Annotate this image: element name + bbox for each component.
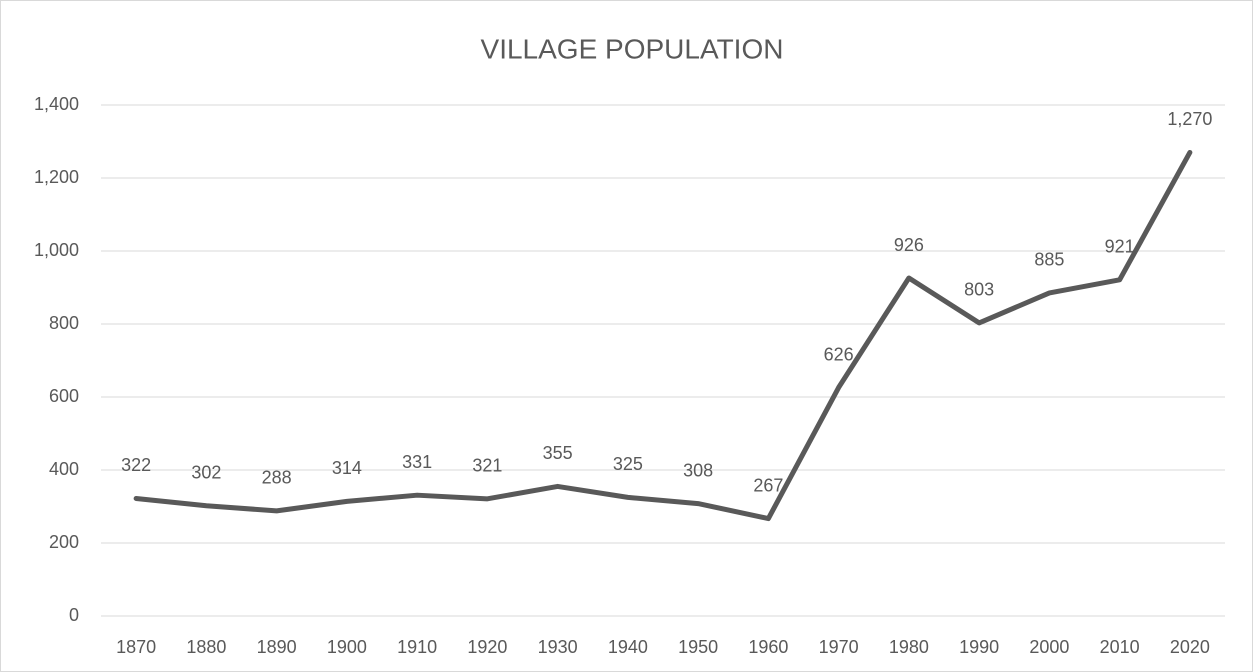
data-label: 803 bbox=[964, 280, 994, 300]
data-label: 626 bbox=[824, 344, 854, 364]
x-tick-label: 1940 bbox=[608, 637, 648, 657]
x-tick-label: 2020 bbox=[1170, 637, 1210, 657]
x-tick-label: 1900 bbox=[327, 637, 367, 657]
y-tick-label: 800 bbox=[49, 313, 79, 333]
data-label: 325 bbox=[613, 454, 643, 474]
data-label: 288 bbox=[262, 468, 292, 488]
data-label: 267 bbox=[753, 475, 783, 495]
x-tick-label: 1920 bbox=[467, 637, 507, 657]
y-tick-label: 400 bbox=[49, 459, 79, 479]
data-label: 321 bbox=[472, 456, 502, 476]
data-label: 921 bbox=[1105, 237, 1135, 257]
data-label: 355 bbox=[543, 443, 573, 463]
data-line bbox=[133, 149, 1193, 522]
x-tick-label: 1880 bbox=[186, 637, 226, 657]
data-label: 885 bbox=[1034, 250, 1064, 270]
x-tick-label: 1910 bbox=[397, 637, 437, 657]
y-tick-label: 1,000 bbox=[34, 240, 79, 260]
x-tick-label: 2010 bbox=[1100, 637, 1140, 657]
data-label: 331 bbox=[402, 452, 432, 472]
x-tick-label: 1970 bbox=[819, 637, 859, 657]
data-label: 1,270 bbox=[1167, 109, 1212, 129]
x-tick-label: 1990 bbox=[959, 637, 999, 657]
x-tick-label: 1890 bbox=[257, 637, 297, 657]
x-tick-label: 1960 bbox=[748, 637, 788, 657]
x-tick-label: 1870 bbox=[116, 637, 156, 657]
y-tick-label: 200 bbox=[49, 532, 79, 552]
y-tick-label: 1,400 bbox=[34, 94, 79, 114]
x-tick-label: 2000 bbox=[1029, 637, 1069, 657]
y-tick-label: 0 bbox=[69, 605, 79, 625]
data-label: 322 bbox=[121, 455, 151, 475]
x-tick-label: 1930 bbox=[538, 637, 578, 657]
data-label: 926 bbox=[894, 235, 924, 255]
chart-title: VILLAGE POPULATION bbox=[481, 33, 784, 64]
data-label: 314 bbox=[332, 458, 362, 478]
x-tick-label: 1950 bbox=[678, 637, 718, 657]
data-label: 308 bbox=[683, 460, 713, 480]
x-tick-label: 1980 bbox=[889, 637, 929, 657]
data-label: 302 bbox=[191, 463, 221, 483]
y-tick-label: 1,200 bbox=[34, 167, 79, 187]
y-tick-label: 600 bbox=[49, 386, 79, 406]
